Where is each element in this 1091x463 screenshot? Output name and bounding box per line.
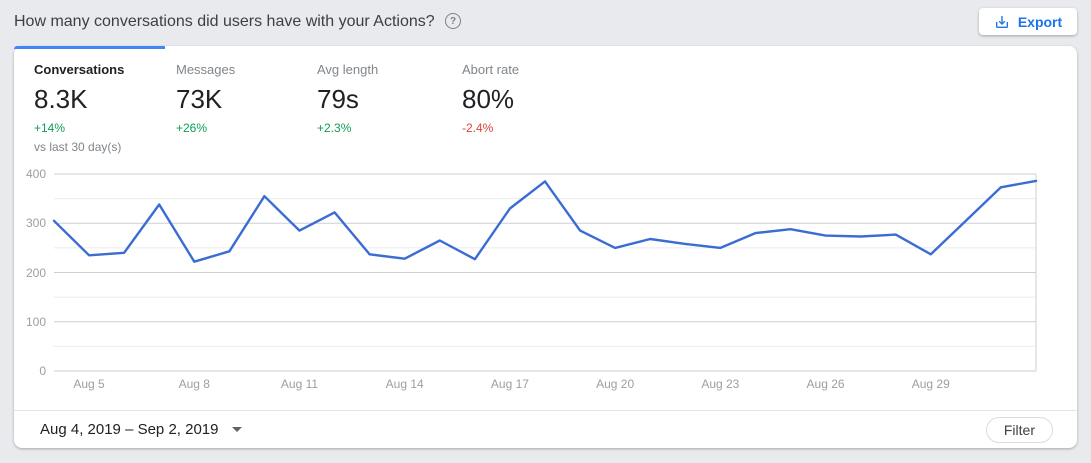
active-tab-indicator bbox=[14, 46, 165, 49]
metric-delta: +14% bbox=[34, 121, 66, 135]
x-axis-label: Aug 5 bbox=[73, 377, 105, 391]
conversations-card: Conversations 8.3K +14% vs last 30 day(s) Me… bbox=[14, 46, 1077, 448]
download-icon bbox=[995, 15, 1008, 28]
x-axis-label: Aug 11 bbox=[280, 377, 319, 391]
x-axis-label: Aug 20 bbox=[596, 377, 635, 391]
card-footer: Aug 4, 2019 – Sep 2, 2019 Filter bbox=[14, 410, 1077, 448]
caret-down-icon bbox=[232, 427, 243, 432]
x-axis-label: Aug 29 bbox=[911, 377, 950, 391]
metric-label: Avg length bbox=[317, 62, 379, 77]
metric-label: Conversations bbox=[34, 62, 125, 77]
chart-canvas bbox=[52, 173, 1038, 372]
x-axis-label: Aug 23 bbox=[701, 377, 740, 391]
x-axis-label: Aug 17 bbox=[490, 377, 529, 391]
metric-tab-avg-length[interactable]: Avg length 79s +2.3% bbox=[317, 62, 462, 154]
metric-tab-messages[interactable]: Messages 73K +26% bbox=[176, 62, 317, 154]
metric-label: Abort rate bbox=[462, 62, 520, 77]
page-title: How many conversations did users have wi… bbox=[14, 13, 435, 30]
metric-label: Messages bbox=[176, 62, 236, 77]
metric-value: 79s bbox=[317, 84, 359, 114]
y-axis-label: 200 bbox=[25, 265, 46, 280]
metric-tabs: Conversations 8.3K +14% vs last 30 day(s) Me… bbox=[34, 62, 519, 154]
x-axis-label: Aug 14 bbox=[385, 377, 424, 391]
metric-value: 8.3K bbox=[34, 84, 88, 114]
data-line bbox=[52, 179, 1038, 263]
x-axis-label: Aug 26 bbox=[806, 377, 845, 391]
metric-delta: +2.3% bbox=[317, 121, 352, 135]
x-axis-label: Aug 8 bbox=[178, 377, 210, 391]
filter-button[interactable]: Filter bbox=[985, 416, 1053, 443]
y-axis-label: 300 bbox=[25, 216, 46, 231]
date-range-label: Aug 4, 2019 – Sep 2, 2019 bbox=[40, 421, 219, 438]
y-axis-label: 100 bbox=[25, 314, 46, 329]
metric-value: 73K bbox=[176, 84, 223, 114]
metric-tab-abort-rate[interactable]: Abort rate 80% -2.4% bbox=[462, 62, 519, 154]
help-icon[interactable]: ? bbox=[445, 13, 461, 29]
conversations-chart: 0 100 200 300 400 Aug 5 Aug 8 Aug 11 Aug 14 Aug 1… bbox=[14, 165, 1077, 405]
metric-value: 80% bbox=[462, 84, 515, 114]
metric-delta: -2.4% bbox=[462, 121, 494, 135]
comparison-note: vs last 30 day(s) bbox=[34, 140, 122, 154]
date-range-selector[interactable]: Aug 4, 2019 – Sep 2, 2019 bbox=[40, 421, 243, 438]
metric-delta: +26% bbox=[176, 121, 208, 135]
y-axis-label: 0 bbox=[39, 364, 46, 378]
export-label: Export bbox=[1017, 13, 1063, 30]
export-button[interactable]: Export bbox=[979, 8, 1077, 35]
metric-tab-conversations[interactable]: Conversations 8.3K +14% vs last 30 day(s) bbox=[34, 62, 176, 154]
y-axis-label: 400 bbox=[25, 167, 46, 181]
